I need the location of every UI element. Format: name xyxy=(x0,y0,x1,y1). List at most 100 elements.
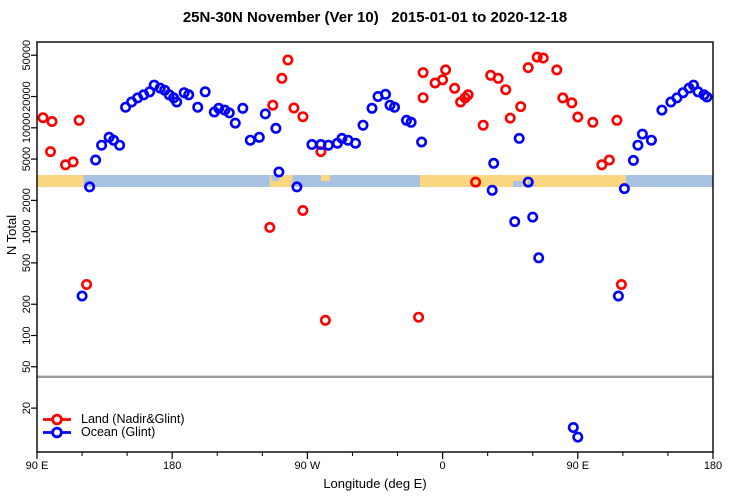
data-point-land xyxy=(297,205,309,217)
data-point-land xyxy=(537,52,549,64)
y-tick-label: 100 xyxy=(21,326,33,344)
data-point-land xyxy=(417,67,429,79)
data-point-land xyxy=(297,111,309,123)
data-point-ocean xyxy=(379,88,391,100)
ocean-marker-icon xyxy=(43,426,71,439)
y-tick-label: 20 xyxy=(21,402,33,414)
data-point-ocean xyxy=(229,117,241,129)
data-point-land xyxy=(500,84,512,96)
data-point-ocean xyxy=(509,216,521,228)
y-tick-label: 50000 xyxy=(21,40,33,71)
data-point-land xyxy=(73,114,85,126)
data-point-ocean xyxy=(567,421,579,433)
legend-row-land: Land (Nadir&Glint) xyxy=(42,411,185,426)
data-point-ocean xyxy=(527,211,539,223)
data-point-ocean xyxy=(237,102,249,114)
data-point-land xyxy=(449,82,461,94)
data-point-ocean xyxy=(366,102,378,114)
data-point-ocean xyxy=(244,134,256,146)
data-point-ocean xyxy=(405,116,417,128)
data-point-ocean xyxy=(522,176,534,188)
data-point-ocean xyxy=(223,107,235,119)
data-point-ocean xyxy=(627,154,639,166)
x-axis-label: Longitude (deg E) xyxy=(323,476,427,491)
data-point-land xyxy=(264,221,276,233)
y-tick-label: 200 xyxy=(21,295,33,313)
legend-label-land: Land (Nadir&Glint) xyxy=(81,411,185,426)
data-point-ocean xyxy=(291,181,303,193)
data-point-ocean xyxy=(488,157,500,169)
data-point-land xyxy=(572,111,584,123)
surface-band-segment-land xyxy=(37,175,84,187)
data-point-ocean xyxy=(349,137,361,149)
data-point-land xyxy=(67,156,79,168)
y-tick-label: 5000 xyxy=(21,147,33,171)
y-tick-label: 10000 xyxy=(21,113,33,144)
data-point-ocean xyxy=(270,122,282,134)
data-point-land xyxy=(557,92,569,104)
data-point-land xyxy=(276,72,288,84)
data-point-ocean xyxy=(120,101,132,113)
x-tick-label: 0 xyxy=(440,460,446,472)
data-point-ocean xyxy=(357,119,369,131)
data-point-land xyxy=(477,119,489,131)
data-point-ocean xyxy=(636,128,648,140)
data-point-ocean xyxy=(656,104,668,116)
x-tick-label: 180 xyxy=(704,460,722,472)
data-point-ocean xyxy=(513,132,525,144)
x-tick-label: 180 xyxy=(163,460,181,472)
y-tick-label: 20000 xyxy=(21,81,33,112)
data-point-ocean xyxy=(632,139,644,151)
data-point-ocean xyxy=(388,101,400,113)
data-point-land xyxy=(288,102,300,114)
data-point-ocean xyxy=(76,290,88,302)
data-point-ocean xyxy=(199,86,211,98)
data-point-ocean xyxy=(192,101,204,113)
data-point-land xyxy=(417,92,429,104)
data-point-ocean xyxy=(253,131,265,143)
y-tick-label: 1000 xyxy=(21,219,33,243)
data-point-land xyxy=(551,64,563,76)
x-tick-label: 90 E xyxy=(26,460,49,472)
data-point-ocean xyxy=(259,108,271,120)
data-point-ocean xyxy=(322,139,334,151)
data-point-land xyxy=(413,311,425,323)
data-point-land xyxy=(282,54,294,66)
data-point-land xyxy=(615,278,627,290)
y-tick-label: 2000 xyxy=(21,188,33,212)
surface-band-segment-ocean xyxy=(83,175,270,187)
data-point-land xyxy=(37,112,49,124)
data-point-ocean xyxy=(84,181,96,193)
surface-band-patch-ocean xyxy=(271,175,279,181)
data-point-ocean xyxy=(96,139,108,151)
data-point-land xyxy=(319,314,331,326)
data-point-ocean xyxy=(671,92,683,104)
legend-row-ocean: Ocean (Glint) xyxy=(42,424,185,439)
data-point-land xyxy=(603,154,615,166)
data-point-ocean xyxy=(416,136,428,148)
data-point-ocean xyxy=(336,132,348,144)
data-point-land xyxy=(492,72,504,84)
plot-border xyxy=(36,41,714,453)
data-point-land xyxy=(596,159,608,171)
legend-label-ocean: Ocean (Glint) xyxy=(81,424,156,439)
data-point-land xyxy=(566,97,578,109)
surface-band-segment-ocean xyxy=(625,175,713,187)
land-marker-icon xyxy=(43,413,71,426)
data-point-land xyxy=(531,51,543,63)
data-point-ocean xyxy=(306,139,318,151)
data-point-land xyxy=(504,112,516,124)
data-point-ocean xyxy=(213,102,225,114)
x-tick-label: 90 E xyxy=(566,460,589,472)
data-point-land xyxy=(462,89,474,101)
data-point-land xyxy=(611,114,623,126)
data-point-land xyxy=(81,278,93,290)
data-point-land xyxy=(440,64,452,76)
y-tick-label: 50 xyxy=(21,361,33,373)
data-point-ocean xyxy=(645,134,657,146)
data-point-ocean xyxy=(572,431,584,443)
data-point-land xyxy=(587,116,599,128)
data-point-land xyxy=(470,176,482,188)
